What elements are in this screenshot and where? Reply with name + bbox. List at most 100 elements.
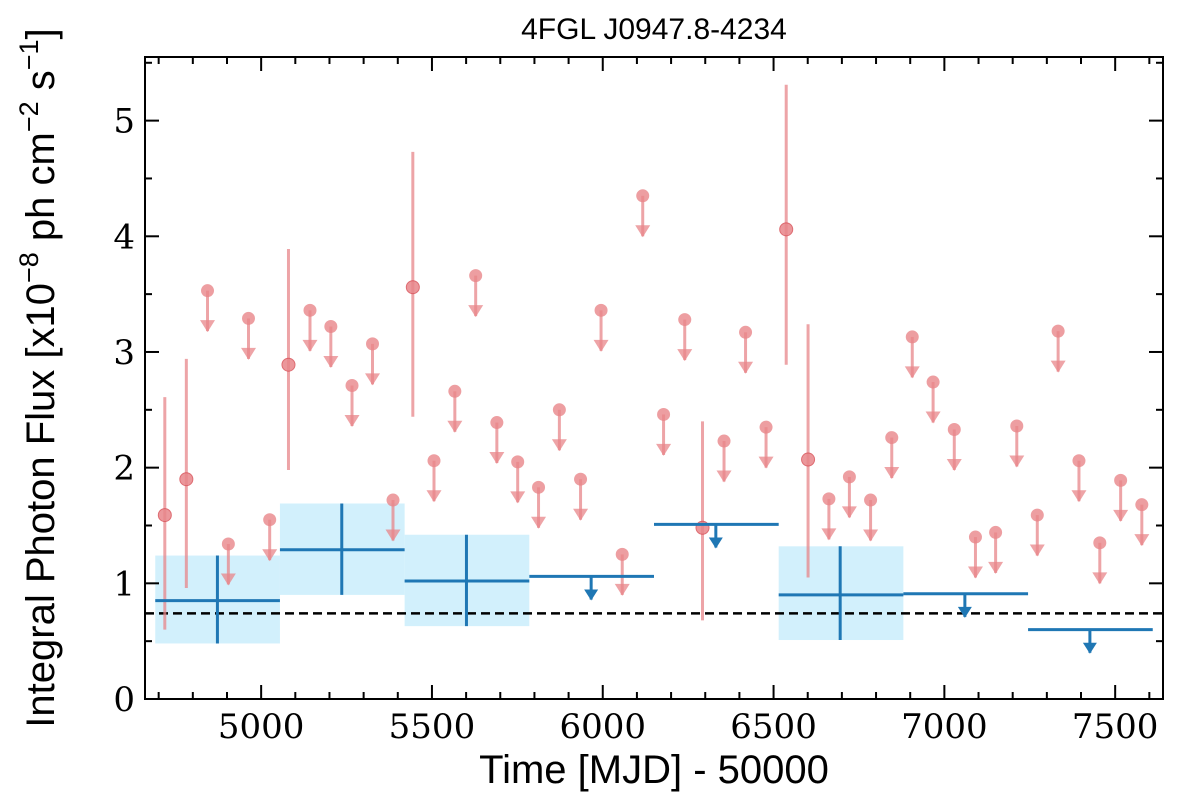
monthly-upper-limit-point <box>511 455 525 469</box>
monthly-upper-limit-arrow <box>426 490 442 503</box>
monthly-upper-limit-arrow <box>489 452 505 465</box>
monthly-upper-limit-point <box>1030 508 1044 522</box>
chart-title: 4FGL J0947.8-4234 <box>521 13 787 46</box>
monthly-upper-limit-arrow <box>447 420 463 433</box>
axis-tick-labels: 5000 5500 6000 6500 7000 7500 0 1 2 3 4 5 <box>113 102 1158 747</box>
monthly-upper-limit-arrow <box>821 528 837 541</box>
x-tick-label: 5000 <box>218 707 305 747</box>
x-tick-label: 6000 <box>559 707 646 747</box>
monthly-upper-limit-arrow <box>1071 490 1087 503</box>
monthly-detection-point <box>157 508 172 523</box>
monthly-upper-limit-arrow <box>614 583 630 596</box>
y-tick-label: 1 <box>113 564 135 604</box>
monthly-upper-limit-point <box>989 525 1003 539</box>
monthly-upper-limit-arrow <box>904 366 920 379</box>
monthly-upper-limit-point <box>552 403 566 417</box>
monthly-upper-limit-arrow <box>344 415 360 428</box>
monthly-detection-point <box>405 280 420 295</box>
plot-frame <box>144 56 1164 700</box>
monthly-upper-limit-arrow <box>510 491 526 504</box>
monthly-upper-limit-arrow <box>1134 534 1150 547</box>
monthly-upper-limit-arrow <box>468 305 484 318</box>
monthly-upper-limit-point <box>968 530 982 544</box>
monthly-upper-limit-arrow <box>262 549 278 562</box>
monthly-upper-limit-point <box>366 337 380 351</box>
x-tick-label: 6500 <box>730 707 817 747</box>
x-tick-label: 7000 <box>901 707 988 747</box>
monthly-upper-limit-point <box>822 492 836 506</box>
monthly-upper-limit-point <box>242 311 256 325</box>
monthly-upper-limit-point <box>448 384 462 398</box>
monthly-upper-limit-point <box>739 325 753 339</box>
monthly-upper-limit-arrow <box>1009 455 1025 468</box>
monthly-upper-limit-arrow <box>1050 360 1066 373</box>
y-tick-label: 5 <box>113 102 135 142</box>
monthly-upper-limit-arrow <box>738 361 754 374</box>
monthly-upper-limit-point <box>201 284 215 298</box>
y-axis-label-part: s <box>19 70 63 101</box>
monthly-upper-limit-point <box>1051 324 1065 338</box>
monthly-upper-limit-point <box>427 454 441 468</box>
monthly-upper-limit-arrow <box>758 456 774 469</box>
monthly-series <box>157 84 1150 630</box>
y-axis-label-exponent: −8 <box>14 252 44 283</box>
yearly-upper-limit-arrow <box>708 537 723 549</box>
monthly-upper-limit-point <box>594 303 608 317</box>
monthly-upper-limit-point <box>1114 473 1128 487</box>
y-axis-label-part: Integral Photon Flux [x10 <box>19 283 63 728</box>
monthly-upper-limit-point <box>717 434 731 448</box>
monthly-upper-limit-point <box>947 422 961 436</box>
monthly-upper-limit-arrow <box>1092 572 1108 585</box>
x-tick-label: 7500 <box>1072 707 1159 747</box>
monthly-upper-limit-point <box>636 189 650 203</box>
monthly-upper-limit-point <box>657 407 671 421</box>
monthly-upper-limit-arrow <box>220 573 236 586</box>
monthly-upper-limit-arrow <box>841 506 857 519</box>
yearly-upper-limit-arrow <box>1082 642 1097 654</box>
y-tick-label: 4 <box>113 217 135 257</box>
x-tick-label: 5500 <box>389 707 476 747</box>
monthly-upper-limit-point <box>345 379 359 393</box>
monthly-upper-limit-arrow <box>1029 544 1045 557</box>
monthly-upper-limit-point <box>905 330 919 344</box>
monthly-upper-limit-arrow <box>656 443 672 456</box>
monthly-upper-limit-point <box>678 313 692 327</box>
monthly-upper-limit-point <box>1093 536 1107 550</box>
monthly-upper-limit-point <box>221 537 235 551</box>
monthly-upper-limit-point <box>842 470 856 484</box>
monthly-upper-limit-arrow <box>200 320 216 333</box>
monthly-upper-limit-point <box>469 269 483 283</box>
monthly-upper-limit-arrow <box>1113 509 1129 522</box>
monthly-upper-limit-arrow <box>863 529 879 542</box>
y-axis-label: Integral Photon Flux [x10−8 ph cm−2 s−1] <box>14 28 63 727</box>
monthly-upper-limit-arrow <box>593 339 609 352</box>
y-axis-label-exponent: −2 <box>14 101 44 132</box>
monthly-detection-point <box>281 357 296 372</box>
monthly-detection-point <box>179 472 194 487</box>
y-tick-label: 0 <box>113 680 135 720</box>
monthly-upper-limit-point <box>574 472 588 486</box>
monthly-upper-limit-arrow <box>323 356 339 369</box>
monthly-upper-limit-point <box>490 416 504 430</box>
monthly-upper-limit-point <box>324 320 338 334</box>
monthly-upper-limit-arrow <box>677 349 693 362</box>
monthly-upper-limit-point <box>386 493 400 507</box>
yearly-series <box>155 503 1153 654</box>
monthly-upper-limit-point <box>926 375 940 389</box>
y-axis-label-part: ] <box>19 28 63 39</box>
monthly-upper-limit-point <box>759 420 773 434</box>
y-tick-label: 2 <box>113 449 135 489</box>
monthly-upper-limit-arrow <box>635 225 651 238</box>
monthly-upper-limit-point <box>615 547 629 561</box>
monthly-upper-limit-point <box>1135 498 1149 512</box>
y-axis-label-part: ph cm <box>19 132 63 252</box>
monthly-upper-limit-arrow <box>385 529 401 542</box>
y-axis-label-exponent: −1 <box>14 39 44 70</box>
monthly-upper-limit-point <box>303 303 317 317</box>
monthly-upper-limit-arrow <box>302 339 318 352</box>
monthly-upper-limit-arrow <box>988 561 1004 574</box>
monthly-upper-limit-arrow <box>946 458 962 471</box>
monthly-upper-limit-arrow <box>551 439 567 452</box>
monthly-upper-limit-point <box>1072 454 1086 468</box>
